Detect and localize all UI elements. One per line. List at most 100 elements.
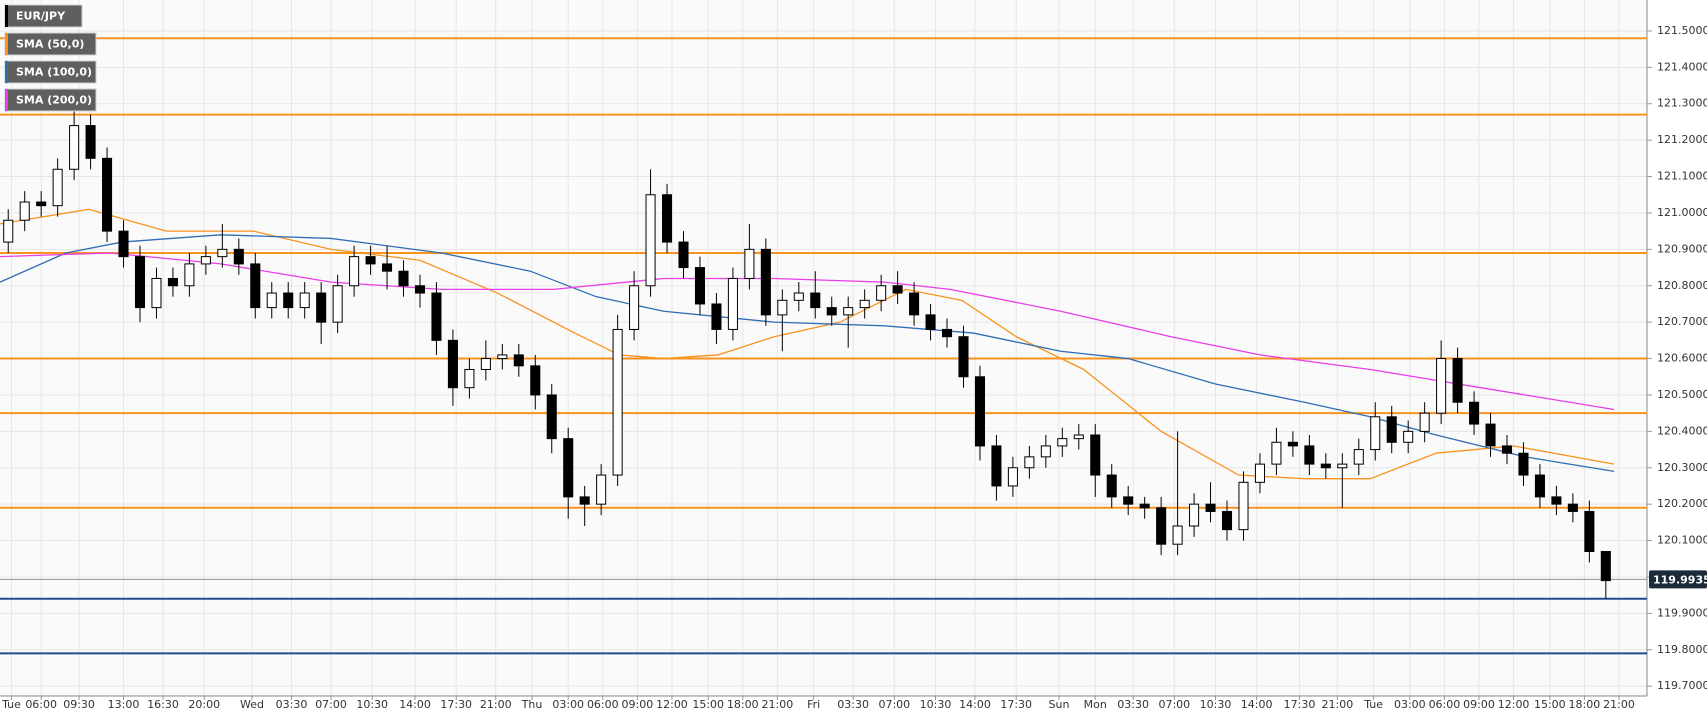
candle-body xyxy=(810,292,821,309)
x-tick-label: 03:00 xyxy=(552,698,584,711)
candle-body xyxy=(760,248,771,316)
x-tick-label: 21:00 xyxy=(1322,698,1354,711)
candle-body xyxy=(777,299,788,316)
candle-body xyxy=(398,270,409,287)
candle-body xyxy=(233,248,244,265)
x-tick-label: 12:00 xyxy=(1498,698,1530,711)
candle-body xyxy=(151,277,162,309)
candle-body xyxy=(678,241,689,269)
y-tick-label: 121.5000 xyxy=(1657,24,1707,37)
candle-body xyxy=(991,445,1002,487)
candle-body xyxy=(1090,434,1101,476)
candle-body xyxy=(365,256,376,265)
candle-body xyxy=(892,285,903,294)
plot-background xyxy=(0,0,1647,696)
x-tick-label: 07:00 xyxy=(1158,698,1190,711)
candle-body xyxy=(184,263,195,287)
candle-body xyxy=(464,368,475,389)
candle-body xyxy=(1189,503,1200,527)
candle-body xyxy=(1205,503,1216,512)
candle-body xyxy=(266,292,277,309)
candle-body xyxy=(1600,550,1611,582)
x-tick-label: 20:00 xyxy=(188,698,220,711)
candle-body xyxy=(1123,496,1134,505)
candle-body xyxy=(596,474,607,505)
candle-body xyxy=(167,277,178,287)
candle-body xyxy=(563,438,574,498)
candle-body xyxy=(283,292,294,309)
legend-label: SMA (200,0) xyxy=(16,94,92,107)
y-tick-label: 121.1000 xyxy=(1657,170,1707,183)
candle-body xyxy=(1386,416,1397,443)
candle-body xyxy=(612,328,623,476)
candle-body xyxy=(859,299,870,309)
x-tick-label: Fri xyxy=(807,698,820,711)
x-tick-label: Tue xyxy=(1363,698,1383,711)
candle-body xyxy=(1551,496,1562,505)
x-tick-label: 10:30 xyxy=(356,698,388,711)
x-tick-label: 10:30 xyxy=(920,698,952,711)
candle-body xyxy=(1584,510,1595,552)
x-tick-label: 03:30 xyxy=(837,698,869,711)
x-tick-label: 12:00 xyxy=(656,698,688,711)
candle-body xyxy=(876,285,887,301)
legend-label: SMA (100,0) xyxy=(16,66,92,79)
x-tick-label: 10:30 xyxy=(1200,698,1232,711)
x-tick-label: 03:30 xyxy=(276,698,308,711)
candle-body xyxy=(1452,358,1463,403)
candle-body xyxy=(1436,358,1447,414)
y-tick-label: 119.9000 xyxy=(1657,606,1707,619)
y-tick-label: 120.3000 xyxy=(1657,461,1707,474)
x-tick-label: 17:30 xyxy=(1000,698,1032,711)
legend-item: SMA (200,0) xyxy=(4,88,97,112)
candle-body xyxy=(349,256,360,287)
candle-body xyxy=(316,292,327,323)
y-tick-label: 120.2000 xyxy=(1657,497,1707,510)
candle-body xyxy=(1139,503,1150,509)
candle-body xyxy=(1501,445,1513,454)
candle-body xyxy=(1057,438,1068,447)
candle-body xyxy=(662,194,673,243)
candle-body xyxy=(1254,463,1265,483)
legend-label: SMA (50,0) xyxy=(16,38,84,51)
candle-body xyxy=(1073,434,1084,440)
candle-body xyxy=(1353,449,1364,465)
x-tick-label: 21:00 xyxy=(480,698,512,711)
candle-body xyxy=(36,201,47,207)
x-tick-label: 03:30 xyxy=(1117,698,1149,711)
y-tick-label: 121.4000 xyxy=(1657,60,1707,73)
candle-body xyxy=(1403,430,1414,443)
candle-body xyxy=(134,256,146,309)
y-tick-label: 121.0000 xyxy=(1657,206,1707,219)
candle-body xyxy=(1567,503,1578,512)
y-tick-label: 120.7000 xyxy=(1657,315,1707,328)
x-tick-label: 06:00 xyxy=(25,698,57,711)
y-tick-label: 120.1000 xyxy=(1657,534,1707,547)
y-tick-label: 121.3000 xyxy=(1657,97,1707,110)
candle-body xyxy=(727,277,738,330)
legend-label: EUR/JPY xyxy=(16,10,66,23)
candle-body xyxy=(1337,463,1348,469)
x-tick-label: Thu xyxy=(521,698,543,711)
candle-body xyxy=(102,157,113,232)
legend-swatch xyxy=(5,33,8,55)
candle-body xyxy=(52,168,63,207)
candle-body xyxy=(1370,416,1381,451)
x-tick-label: 17:30 xyxy=(440,698,472,711)
candle-body xyxy=(1024,456,1035,469)
x-tick-label: 07:00 xyxy=(878,698,910,711)
candle-body xyxy=(1485,423,1496,447)
candle-body xyxy=(85,125,96,159)
candle-body xyxy=(1040,445,1051,458)
x-tick-label: 14:00 xyxy=(1241,698,1273,711)
y-tick-label: 120.5000 xyxy=(1657,388,1707,401)
sma-line xyxy=(0,234,1615,473)
sma-line xyxy=(0,208,1615,480)
x-tick-label: 17:30 xyxy=(1284,698,1316,711)
y-tick-label: 119.8000 xyxy=(1657,643,1707,656)
x-tick-label: 16:30 xyxy=(147,698,179,711)
candle-body xyxy=(925,314,936,330)
candle-body xyxy=(497,354,508,360)
x-tick-label: 14:00 xyxy=(959,698,991,711)
x-tick-label: Sun xyxy=(1049,698,1070,711)
